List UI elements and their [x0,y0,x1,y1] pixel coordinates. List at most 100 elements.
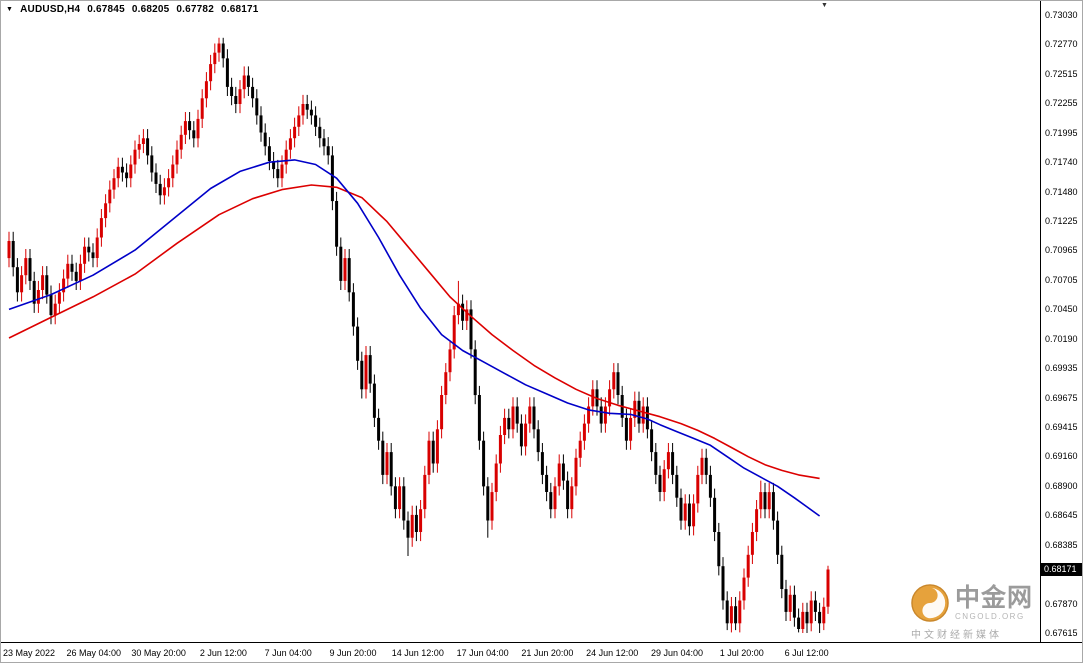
price-tick: 0.72770 [1045,39,1078,50]
price-tick: 0.70965 [1045,245,1078,256]
candle [767,482,771,519]
candle [498,425,502,473]
candle [813,591,817,621]
candle [671,443,675,485]
candle [650,420,654,462]
candle [398,477,402,519]
candle [776,511,780,564]
candle [95,228,99,268]
price-tick: 0.71225 [1045,216,1078,226]
candle [125,163,129,188]
candle [11,231,15,277]
candle [36,280,40,313]
time-tick: 2 Jun 12:00 [199,648,247,658]
chart-shift-icon[interactable]: ▼ [821,2,828,9]
candle [687,494,691,536]
candle [326,137,330,165]
candle [612,363,616,399]
candle [62,269,66,302]
candle [755,500,759,542]
candle [419,500,423,542]
candle [200,89,204,128]
price-axis[interactable]: 0.68171 0.73030 0.72770 0.72515 0.72255 0.71… [1041,1,1082,642]
candle [574,448,578,496]
candle [305,94,309,119]
candle [293,117,297,148]
price-tick: 0.67615 [1045,628,1078,638]
candle [167,169,171,197]
time-tick: 30 May 20:00 [131,648,186,658]
price-tick: 0.72255 [1045,98,1078,109]
cngold-logo-icon [911,584,949,622]
time-tick: 21 Jun 20:00 [521,648,574,658]
candle [87,237,91,262]
candlestick-chart[interactable] [1,1,1041,642]
price-tick: 0.67870 [1045,598,1078,609]
candle [519,414,523,456]
candle [410,505,414,547]
candle [179,125,183,159]
symbol-menu-icon[interactable]: ▼ [6,5,14,13]
candle [797,608,801,633]
price-tick: 0.70705 [1045,274,1078,285]
candle [99,209,103,247]
candle [242,66,246,99]
candle [78,254,82,290]
candle [213,43,217,74]
current-price-tag: 0.68171 [1041,563,1082,577]
candle [444,363,448,405]
candle [230,77,234,106]
candle [713,488,717,542]
candle [822,597,826,631]
candle [393,477,397,519]
candle [801,602,805,633]
candle [629,408,633,450]
price-axis-separator [1040,1,1041,662]
time-axis[interactable]: 23 May 2022 26 May 04:00 30 May 20:00 2 Jun… [1,643,1041,662]
candle [448,340,452,382]
candle [318,117,322,148]
candle [175,140,179,174]
price-tick: 0.69935 [1045,363,1078,374]
candle [435,420,439,473]
candle [301,94,305,125]
candle [171,155,175,188]
candle [108,180,112,213]
ohlc-open: 0.67845 [87,4,125,15]
candle [24,249,28,285]
price-tick: 0.71480 [1045,186,1078,197]
candle [347,249,351,302]
candle [351,283,355,336]
candle [587,397,591,433]
candle [263,123,267,156]
candle [679,488,683,530]
price-tick: 0.69415 [1045,422,1078,432]
candle [360,351,364,399]
candle [330,146,334,211]
candle [7,231,11,268]
candle [473,340,477,405]
candle [477,385,481,450]
candle [729,597,733,633]
candle [150,146,154,182]
candle [721,557,725,610]
candle [267,137,271,171]
time-axis-separator [1,642,1082,643]
candle [104,194,108,228]
candle [343,249,347,290]
symbol-label: AUDUSD,H4 [20,4,81,15]
candle [666,443,670,479]
candle [536,420,540,462]
candle [759,480,763,519]
candle [566,471,570,519]
candle [120,157,124,182]
candle [591,380,595,416]
candle [74,262,78,290]
candle [91,243,95,268]
candle [32,271,36,313]
candle [255,89,259,125]
candle [645,397,649,439]
price-tick: 0.69160 [1045,451,1078,462]
candle [314,106,318,136]
